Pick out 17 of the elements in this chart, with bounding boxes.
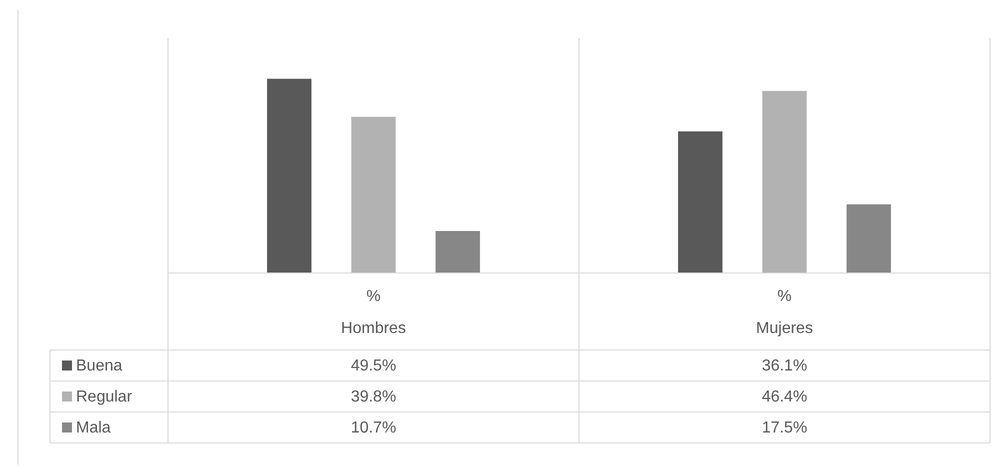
data-label: 17.5% [762, 420, 808, 436]
x-tick-label: % Mujeres [756, 288, 813, 337]
bar [678, 131, 722, 273]
data-label: 49.5% [350, 358, 396, 374]
bar [436, 231, 480, 273]
bar [846, 204, 891, 273]
x-tick-label: % Hombres [341, 288, 406, 337]
legend-label: Mala [76, 420, 111, 436]
data-label: 39.8% [350, 388, 396, 406]
legend-label: Buena [76, 358, 122, 374]
bar [762, 90, 807, 273]
bar [267, 78, 312, 273]
data-label: 36.1% [762, 358, 808, 374]
legend-label: Regular [76, 388, 133, 406]
data-label: 46.4% [762, 388, 808, 406]
data-label: 10.7% [350, 420, 396, 436]
bar [351, 116, 396, 273]
